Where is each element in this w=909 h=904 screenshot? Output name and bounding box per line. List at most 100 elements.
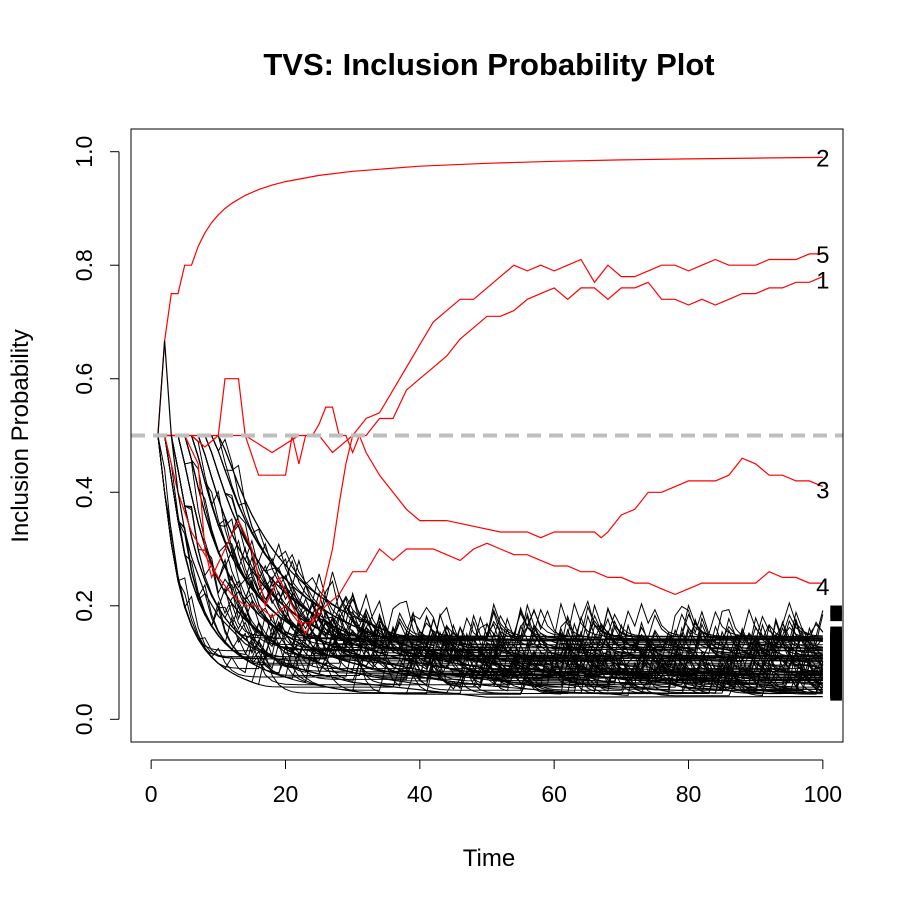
background-series-end-marker: ■ bbox=[829, 626, 844, 653]
background-series-line bbox=[170, 435, 823, 649]
x-tick-label: 20 bbox=[273, 781, 299, 807]
y-tick-label: 0.6 bbox=[71, 363, 97, 395]
background-series-end-marker: ■ bbox=[829, 597, 844, 624]
background-series-end-marker: ■ bbox=[829, 681, 844, 708]
series-line-highlight bbox=[157, 340, 823, 698]
chart-title: TVS: Inclusion Probability Plot bbox=[263, 47, 714, 82]
background-series-end-marker: ■ bbox=[829, 629, 844, 656]
background-series-end-marker: ■ bbox=[829, 677, 844, 704]
background-series-end-marker: ■ bbox=[829, 676, 844, 703]
background-series-end-marker: ■ bbox=[829, 632, 844, 659]
background-series-end-marker: ■ bbox=[829, 627, 844, 654]
background-series-end-marker: ■ bbox=[829, 652, 844, 679]
background-series-end-marker: ■ bbox=[829, 651, 844, 678]
background-series-end-marker: ■ bbox=[829, 646, 844, 673]
background-series-end-marker: ■ bbox=[829, 668, 844, 695]
background-series-end-marker: ■ bbox=[829, 646, 844, 673]
background-series-end-marker: ■ bbox=[829, 619, 844, 646]
background-series-end-marker: ■ bbox=[829, 650, 844, 677]
background-series-end-marker: ■ bbox=[829, 663, 844, 690]
background-series-end-marker: ■ bbox=[829, 674, 844, 701]
background-series-end-marker: ■ bbox=[829, 643, 844, 670]
background-series-end-marker: ■ bbox=[829, 635, 844, 662]
plot-frame bbox=[130, 128, 844, 743]
background-series-end-marker: ■ bbox=[829, 619, 844, 646]
background-series-end-marker: ■ bbox=[829, 648, 844, 675]
background-series-end-marker: ■ bbox=[829, 659, 844, 686]
y-tick-label: 1.0 bbox=[71, 136, 97, 168]
series-line-3 bbox=[157, 378, 824, 539]
x-tick-label: 0 bbox=[145, 781, 158, 807]
background-series-line bbox=[197, 435, 823, 656]
background-series-end-marker: ■ bbox=[829, 666, 844, 693]
background-series-end-marker: ■ bbox=[829, 671, 844, 698]
series-label-1: 1 bbox=[816, 267, 829, 294]
background-series-end-marker: ■ bbox=[829, 664, 844, 691]
background-series-end-marker: ■ bbox=[829, 662, 844, 689]
background-series-end-marker: ■ bbox=[829, 643, 844, 670]
background-series-line bbox=[177, 435, 823, 651]
background-series-line bbox=[157, 435, 823, 678]
background-series-end-marker: ■ bbox=[829, 668, 844, 695]
background-series-end-marker: ■ bbox=[829, 654, 844, 681]
background-series-end-marker: ■ bbox=[829, 673, 844, 700]
background-series-end-marker: ■ bbox=[829, 659, 844, 686]
background-series-end-marker: ■ bbox=[829, 662, 844, 689]
background-series-end-marker: ■ bbox=[829, 670, 844, 697]
background-series-end-marker: ■ bbox=[829, 660, 844, 687]
background-series-end-marker: ■ bbox=[829, 636, 844, 663]
series-line-1 bbox=[157, 276, 824, 636]
background-series-end-marker: ■ bbox=[829, 645, 844, 672]
background-series-line bbox=[184, 435, 823, 660]
y-tick-label: 0.4 bbox=[71, 476, 97, 508]
background-series-end-marker: ■ bbox=[829, 648, 844, 675]
background-series-end-marker: ■ bbox=[829, 601, 844, 628]
background-series-end-marker: ■ bbox=[829, 637, 844, 664]
background-series-end-marker: ■ bbox=[829, 665, 844, 692]
background-series-end-marker: ■ bbox=[829, 657, 844, 684]
background-series-end-marker: ■ bbox=[829, 627, 844, 654]
y-tick-label: 0.0 bbox=[71, 703, 97, 735]
background-series-end-marker: ■ bbox=[829, 653, 844, 680]
background-series-end-marker: ■ bbox=[829, 645, 844, 672]
background-series-end-marker: ■ bbox=[829, 625, 844, 652]
background-series-end-marker: ■ bbox=[829, 645, 844, 672]
background-series-end-marker: ■ bbox=[829, 660, 844, 687]
background-series-end-marker: ■ bbox=[829, 675, 844, 702]
background-series-end-marker: ■ bbox=[829, 626, 844, 653]
background-series-line bbox=[164, 435, 823, 674]
background-series-line bbox=[204, 435, 823, 695]
background-series-end-marker: ■ bbox=[829, 642, 844, 669]
background-series-end-marker: ■ bbox=[829, 680, 844, 707]
series-label-3: 3 bbox=[816, 477, 829, 504]
background-series-end-marker: ■ bbox=[829, 664, 844, 691]
background-series-line bbox=[184, 435, 823, 642]
x-tick-label: 100 bbox=[804, 781, 842, 807]
series-label-2: 2 bbox=[816, 145, 829, 172]
y-tick-label: 0.8 bbox=[71, 249, 97, 281]
background-series-end-marker: ■ bbox=[829, 658, 844, 685]
background-series-line bbox=[170, 435, 823, 639]
background-series-end-marker: ■ bbox=[829, 634, 844, 661]
background-series-end-marker: ■ bbox=[829, 676, 844, 703]
background-series-end-marker: ■ bbox=[829, 672, 844, 699]
background-series-end-marker: ■ bbox=[829, 647, 844, 674]
background-series-end-marker: ■ bbox=[829, 661, 844, 688]
background-series-end-marker: ■ bbox=[829, 659, 844, 686]
background-series-end-marker: ■ bbox=[829, 645, 844, 672]
x-tick-label: 60 bbox=[541, 781, 567, 807]
y-axis-label: Inclusion Probability bbox=[7, 329, 34, 542]
x-axis-label: Time bbox=[463, 845, 515, 872]
background-series-end-marker: ■ bbox=[829, 634, 844, 661]
background-series-line bbox=[191, 435, 823, 658]
background-series-line bbox=[170, 435, 823, 685]
background-series-end-marker: ■ bbox=[829, 670, 844, 697]
series-label-5: 5 bbox=[816, 242, 829, 269]
background-series-line bbox=[211, 435, 823, 672]
background-series-end-marker: ■ bbox=[829, 674, 844, 701]
background-series-end-marker: ■ bbox=[829, 679, 844, 706]
x-tick-label: 40 bbox=[407, 781, 433, 807]
